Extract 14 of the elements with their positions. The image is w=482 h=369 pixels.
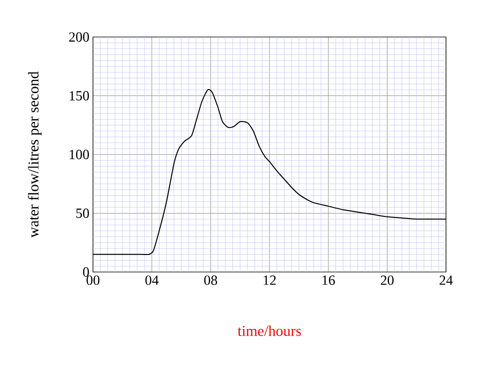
y-tick-label: 150 xyxy=(70,91,89,100)
x-tick-label: 04 xyxy=(145,276,159,285)
x-tick-label: 12 xyxy=(264,276,276,285)
x-tick-label: 24 xyxy=(440,276,453,285)
y-tick-label: 100 xyxy=(70,150,89,160)
y-tick-label: 200 xyxy=(69,32,89,42)
y-tick-label: 50 xyxy=(76,208,89,218)
x-tick-label: 16 xyxy=(322,276,335,285)
y-tick-label: 0 xyxy=(83,267,89,277)
x-tick-label: 20 xyxy=(380,276,394,285)
x-tick-label: 00 xyxy=(86,276,100,285)
y-axis-title: water flow/litres per second xyxy=(28,71,42,238)
x-axis-title: time/hours xyxy=(238,326,301,336)
x-tick-label: 08 xyxy=(204,276,218,285)
